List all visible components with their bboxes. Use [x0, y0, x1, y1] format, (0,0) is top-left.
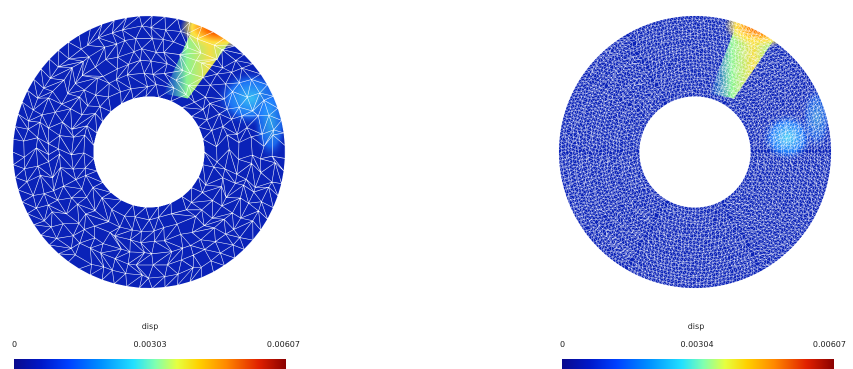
mesh-panel-fine: disp 0 0.00304 0.00607 [546, 0, 846, 369]
colorbar-title: disp [687, 322, 705, 331]
mesh-panel-coarse: disp 0 0.00303 0.00607 [0, 0, 300, 369]
colorbar-max-label: 0.00607 [266, 340, 300, 349]
annulus-plot-coarse [12, 6, 289, 289]
colorbar-gradient [14, 359, 286, 369]
inner-hole [93, 96, 205, 208]
colorbar-mid-label: 0.00303 [133, 340, 167, 349]
colorbar-title: disp [141, 322, 159, 331]
colorbar-gradient [562, 359, 834, 369]
inner-hole [639, 96, 751, 208]
hotspot [180, 6, 259, 49]
colorbar-min-label: 0 [560, 340, 566, 349]
edge-lobe [253, 83, 289, 162]
colorbar-min-label: 0 [12, 340, 18, 349]
annulus-plot-fine [558, 6, 833, 289]
colorbar-max-label: 0.00607 [812, 340, 846, 349]
colorbar-mid-label: 0.00304 [680, 340, 714, 349]
